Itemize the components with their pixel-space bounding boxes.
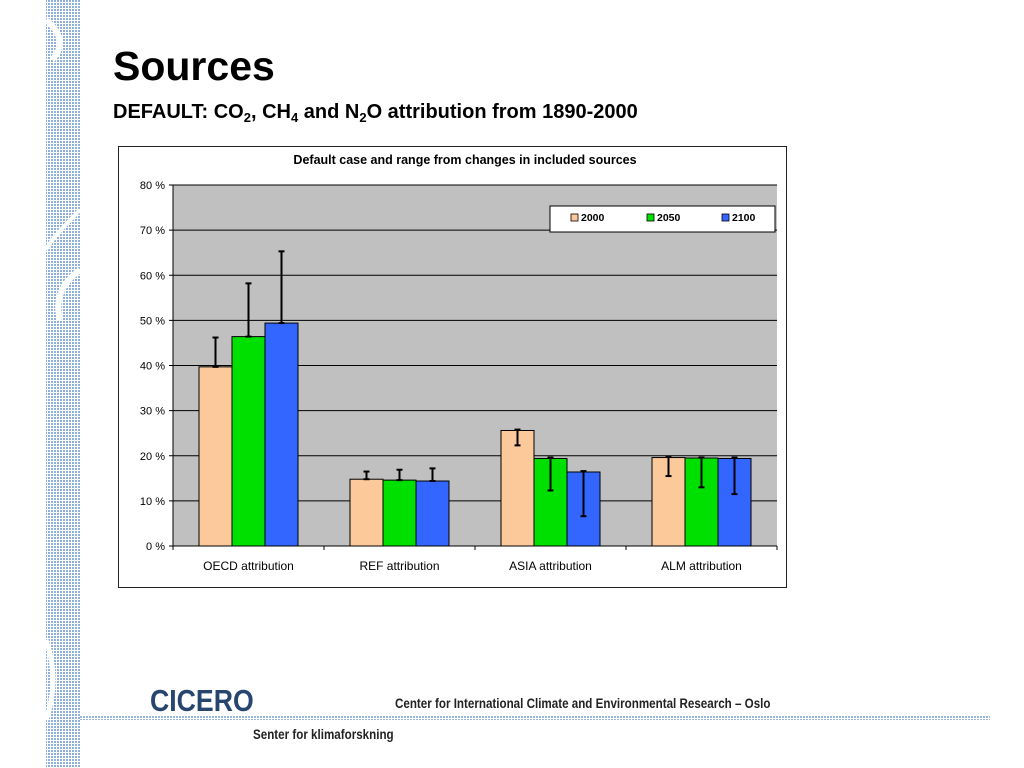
legend-box bbox=[549, 205, 776, 233]
y-tick-label: 70 % bbox=[140, 225, 165, 237]
slide-title: Sources bbox=[113, 43, 275, 89]
bar-chart: 0 % 10 % 20 % 30 % 40 % 50 % 60 % 70 % 80 % OECD … bbox=[140, 153, 778, 573]
y-tick-label: 60 % bbox=[140, 270, 165, 282]
bar bbox=[198, 366, 233, 547]
legend-entry: 2000 bbox=[581, 212, 605, 224]
x-category-label: REF attribution bbox=[359, 559, 439, 573]
legend-entry: 2050 bbox=[657, 212, 681, 224]
legend-swatch bbox=[721, 213, 730, 222]
slide-subtitle: DEFAULT: CO2, CH4 and N2O attribution fr… bbox=[113, 101, 638, 125]
bar bbox=[415, 480, 450, 547]
footer-org-name: Center for International Climate and Env… bbox=[395, 696, 771, 711]
legend-swatch bbox=[570, 213, 579, 222]
y-tick-label: 20 % bbox=[140, 451, 165, 463]
footer-org-name-local: Senter for klimaforskning bbox=[253, 727, 394, 742]
legend-swatch bbox=[646, 213, 655, 222]
chart-frame: 0 % 10 % 20 % 30 % 40 % 50 % 60 % 70 % 80 % OECD … bbox=[118, 146, 787, 588]
y-tick-label: 40 % bbox=[140, 361, 165, 373]
bar bbox=[349, 478, 384, 547]
legend-entry: 2100 bbox=[732, 212, 756, 224]
bar bbox=[264, 322, 299, 547]
chart-title: Default case and range from changes in i… bbox=[293, 153, 636, 167]
y-tick-label: 30 % bbox=[140, 406, 165, 418]
x-category-label: ASIA attribution bbox=[509, 559, 592, 573]
bar bbox=[500, 429, 535, 547]
bar bbox=[382, 479, 417, 547]
x-category-label: OECD attribution bbox=[203, 559, 294, 573]
y-tick-label: 80 % bbox=[140, 180, 165, 192]
footer-rule bbox=[80, 716, 990, 720]
decorative-side-band bbox=[0, 0, 80, 768]
cicero-logo: CICERO bbox=[150, 683, 254, 718]
y-tick-label: 50 % bbox=[140, 315, 165, 327]
y-tick-label: 10 % bbox=[140, 496, 165, 508]
bar bbox=[231, 336, 266, 547]
x-category-label: ALM attribution bbox=[661, 559, 742, 573]
y-tick-label: 0 % bbox=[146, 541, 165, 553]
